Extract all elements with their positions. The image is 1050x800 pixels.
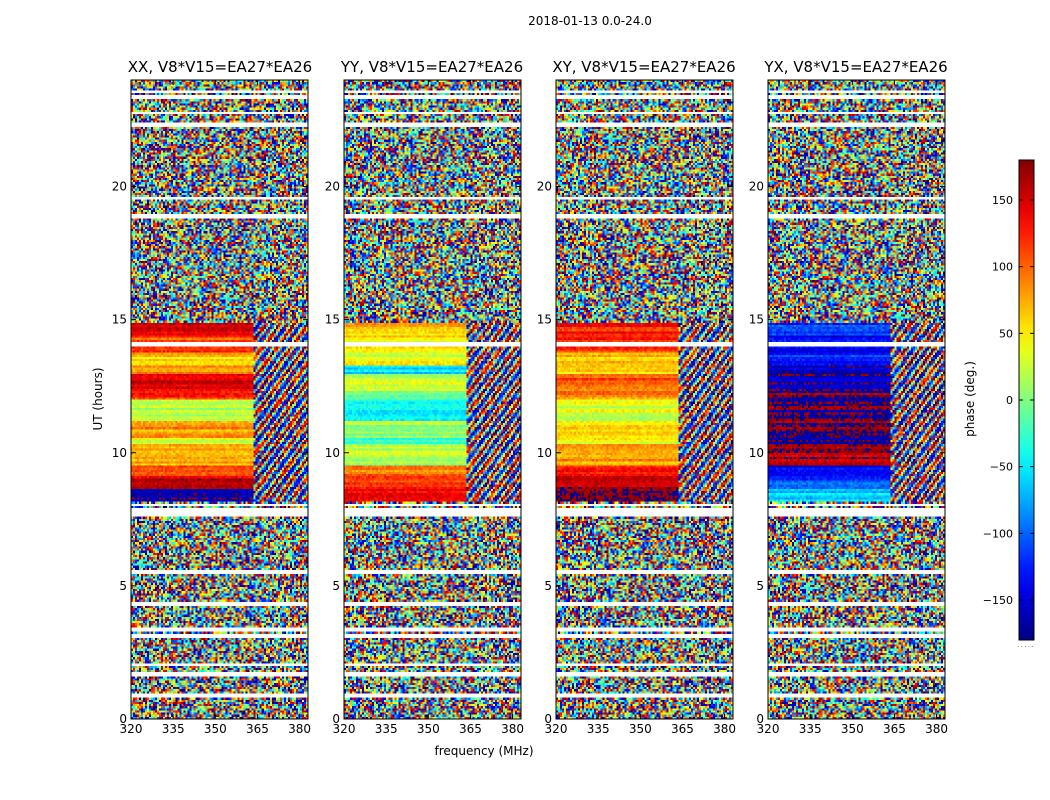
x-tick-label: 320 — [757, 722, 780, 736]
panel-title-yy: YY, V8*V15=EA27*EA26 — [340, 58, 524, 76]
y-tick-label: 0 — [756, 712, 764, 726]
x-tick-label: 365 — [459, 722, 482, 736]
y-tick-label: 20 — [325, 180, 340, 194]
y-tick-label: 5 — [332, 579, 340, 593]
y-tick-label: 5 — [756, 579, 764, 593]
phase-heatmap-panel-4 — [768, 80, 945, 719]
y-tick-label: 10 — [325, 446, 340, 460]
x-tick-label: 380 — [713, 722, 736, 736]
y-tick-label: 10 — [112, 446, 127, 460]
colorbar-tick-label: 50 — [999, 327, 1013, 340]
panel-frame — [343, 79, 522, 720]
y-tick-label: 0 — [332, 712, 340, 726]
x-tick-label: 335 — [799, 722, 822, 736]
colorbar-label: phase (deg.) — [963, 361, 977, 437]
x-tick-label: 365 — [246, 722, 269, 736]
y-tick-label: 20 — [749, 180, 764, 194]
colorbar-tick-label: −150 — [983, 594, 1013, 607]
x-tick-label: 380 — [925, 722, 948, 736]
y-tick-label: 10 — [537, 446, 552, 460]
panel-frame — [555, 79, 734, 720]
x-axis-label: frequency (MHz) — [434, 744, 534, 758]
y-tick-label: 15 — [325, 313, 340, 327]
phase-heatmap-panel-1 — [131, 80, 308, 719]
x-tick-label: 335 — [375, 722, 398, 736]
x-tick-label: 320 — [120, 722, 143, 736]
x-tick-label: 320 — [545, 722, 568, 736]
x-tick-label: 335 — [162, 722, 185, 736]
x-tick-label: 350 — [629, 722, 652, 736]
colorbar-tick-label: −100 — [983, 527, 1013, 540]
x-tick-label: 380 — [501, 722, 524, 736]
y-axis-label: UT (hours) — [91, 367, 105, 431]
phase-heatmap-panel-3 — [556, 80, 733, 719]
panel-frame — [767, 79, 946, 720]
y-tick-label: 5 — [119, 579, 127, 593]
x-tick-label: 350 — [841, 722, 864, 736]
phase-heatmap-panel-2 — [344, 80, 521, 719]
panel-frame — [130, 79, 309, 720]
x-tick-label: 320 — [333, 722, 356, 736]
colorbar-tick-label: 0 — [1006, 394, 1013, 407]
colorbar-footer: ..... — [1017, 640, 1035, 649]
y-tick-label: 10 — [749, 446, 764, 460]
panel-title-xy: XY, V8*V15=EA27*EA26 — [552, 58, 736, 76]
y-tick-label: 15 — [537, 313, 552, 327]
figure-title: 2018-01-13 0.0-24.0 — [528, 14, 652, 28]
x-tick-label: 350 — [204, 722, 227, 736]
colorbar-tick-label: 150 — [992, 194, 1013, 207]
x-tick-label: 365 — [883, 722, 906, 736]
x-tick-label: 350 — [417, 722, 440, 736]
y-tick-label: 20 — [537, 180, 552, 194]
colorbar-tick-label: 100 — [992, 261, 1013, 274]
panel-title-yx: YX, V8*V15=EA27*EA26 — [764, 58, 948, 76]
x-tick-label: 380 — [288, 722, 311, 736]
x-tick-label: 365 — [671, 722, 694, 736]
y-tick-label: 20 — [112, 180, 127, 194]
panel-title-xx: XX, V8*V15=EA27*EA26 — [127, 58, 313, 76]
colorbar-tick-label: −50 — [990, 461, 1013, 474]
y-tick-label: 15 — [749, 313, 764, 327]
x-tick-label: 335 — [587, 722, 610, 736]
y-tick-label: 15 — [112, 313, 127, 327]
y-tick-label: 5 — [544, 579, 552, 593]
y-tick-label: 0 — [119, 712, 127, 726]
y-tick-label: 0 — [544, 712, 552, 726]
